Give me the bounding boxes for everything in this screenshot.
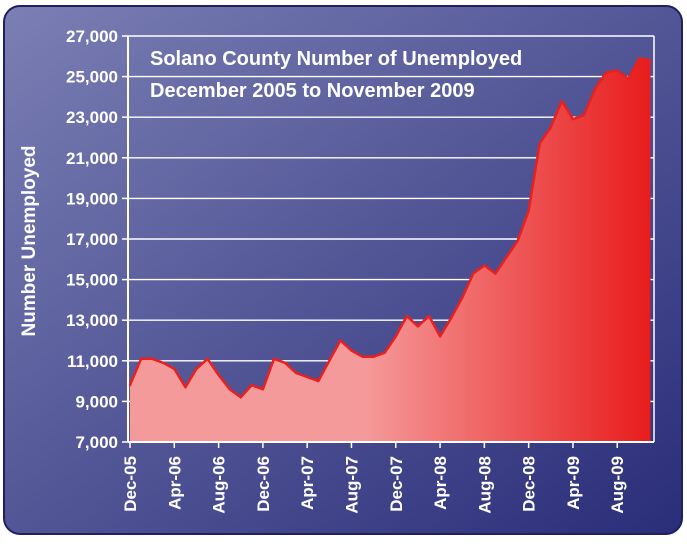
data-point xyxy=(483,264,486,267)
data-point xyxy=(206,357,209,360)
x-tick-label: Dec-07 xyxy=(387,456,406,512)
area-series xyxy=(128,57,652,443)
y-tick-label: 27,000 xyxy=(66,27,118,46)
series-line xyxy=(128,57,651,399)
data-point xyxy=(250,384,253,387)
data-point xyxy=(605,71,608,74)
x-tick-label: Dec-05 xyxy=(121,456,140,512)
data-point xyxy=(361,355,364,358)
data-point xyxy=(394,335,397,338)
data-point xyxy=(306,375,309,379)
data-point xyxy=(383,351,386,354)
data-point xyxy=(173,367,176,371)
data-point xyxy=(449,317,453,320)
data-point xyxy=(228,388,231,391)
data-point xyxy=(261,388,265,391)
data-point xyxy=(350,349,353,352)
y-tick-label: 23,000 xyxy=(66,108,118,127)
y-tick-label: 7,000 xyxy=(75,433,118,452)
axes xyxy=(127,36,655,448)
data-point xyxy=(217,373,220,377)
data-point xyxy=(195,367,198,371)
y-tick-label: 21,000 xyxy=(66,149,118,168)
data-point xyxy=(272,357,276,360)
data-point xyxy=(427,314,431,318)
data-point xyxy=(283,361,287,364)
data-point xyxy=(139,357,143,360)
x-tick-labels: Dec-05 Apr-06 Aug-06 Dec-06 Apr-07 Aug-07 Dec-… xyxy=(121,456,627,514)
x-tick-label: Aug-08 xyxy=(475,456,494,514)
x-tick-label: Aug-07 xyxy=(343,456,362,514)
x-tick-label: Aug-09 xyxy=(608,456,627,514)
chart-title: Solano County Number of Unemployed xyxy=(150,48,522,70)
x-tick-label: Aug-06 xyxy=(210,456,229,514)
data-point xyxy=(339,339,342,342)
data-point xyxy=(549,126,552,129)
data-point xyxy=(649,59,652,62)
y-tick-label: 9,000 xyxy=(75,392,118,411)
data-point xyxy=(627,77,630,80)
data-point xyxy=(294,371,298,375)
data-point xyxy=(317,379,320,383)
x-tick-label: Dec-08 xyxy=(520,456,539,512)
y-tick-labels: 7,000 9,000 11,000 13,000 15,000 17,000 19,000… xyxy=(66,27,118,452)
x-tick-label: Apr-09 xyxy=(564,456,583,510)
x-tick-label: Dec-06 xyxy=(254,456,273,512)
data-point xyxy=(128,384,132,387)
data-point xyxy=(638,57,641,60)
data-point xyxy=(527,209,530,212)
y-tick-label: 15,000 xyxy=(66,271,118,290)
x-tick-label: Apr-06 xyxy=(165,456,184,510)
data-point xyxy=(405,314,408,318)
data-point xyxy=(538,142,541,145)
y-tick-label: 25,000 xyxy=(66,68,118,87)
data-point xyxy=(461,296,464,300)
y-tick-label: 13,000 xyxy=(66,311,118,330)
data-point xyxy=(505,256,508,259)
data-point xyxy=(162,361,165,364)
data-point xyxy=(616,69,619,72)
data-point xyxy=(372,355,375,358)
data-point xyxy=(560,99,564,103)
data-point xyxy=(593,87,597,91)
y-axis-label: Number Unemployed xyxy=(19,145,40,336)
y-tick-label: 19,000 xyxy=(66,189,118,208)
data-point xyxy=(571,118,575,121)
data-point xyxy=(516,239,519,243)
area-fill xyxy=(130,58,651,443)
data-point xyxy=(438,335,442,338)
data-point xyxy=(494,272,497,275)
y-tick-label: 17,000 xyxy=(66,230,118,249)
data-point xyxy=(582,114,586,117)
data-point xyxy=(416,325,420,328)
data-point xyxy=(184,386,187,389)
data-point xyxy=(239,396,242,399)
data-point xyxy=(150,357,154,360)
data-point xyxy=(328,359,331,362)
y-tick-label: 11,000 xyxy=(67,352,118,371)
x-tick-label: Apr-08 xyxy=(431,456,450,510)
x-tick-label: Apr-07 xyxy=(298,456,317,510)
data-point xyxy=(472,272,475,275)
chart-subtitle: December 2005 to November 2009 xyxy=(150,80,475,102)
